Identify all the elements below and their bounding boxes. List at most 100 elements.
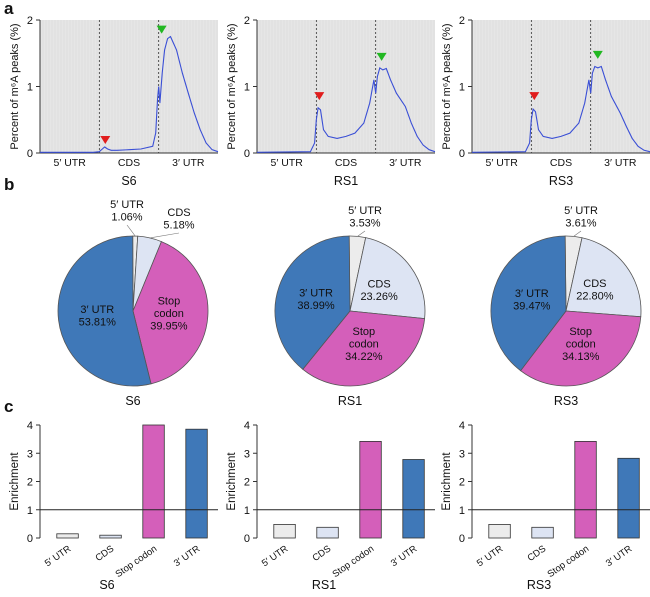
chart-title: RS3 xyxy=(527,578,551,592)
pie-slice xyxy=(132,241,209,385)
chart-title: S6 xyxy=(99,578,114,592)
profile-line xyxy=(40,35,219,153)
pie-slice-label: 39.95% xyxy=(150,321,188,333)
pie-leader-line xyxy=(357,230,366,237)
y-tick-label: 3 xyxy=(27,448,33,460)
region-label: 5′ UTR xyxy=(271,157,304,169)
pie-slice-label: 1.06% xyxy=(111,212,142,224)
bar xyxy=(617,457,640,539)
pie-slice-label: 5′ UTR xyxy=(110,199,144,211)
y-tick-label: 2 xyxy=(459,15,465,27)
x-tick-label: 3′ UTR xyxy=(389,543,419,569)
pie-slice-label: CDS xyxy=(367,278,390,290)
pie-slice-label: CDS xyxy=(167,207,190,219)
y-tick-label: 3 xyxy=(244,448,250,460)
y-axis-label: Percent of m⁶A peaks (%) xyxy=(441,23,453,149)
pie-slice-label: 53.81% xyxy=(79,316,117,328)
pie-slice-label: Stop xyxy=(569,326,592,338)
pie-leader-line xyxy=(573,230,582,237)
x-tick-label: CDS xyxy=(310,543,333,564)
y-tick-label: 3 xyxy=(459,448,465,460)
pie-slice xyxy=(274,235,351,370)
x-tick-label: 5′ UTR xyxy=(475,543,505,569)
profile-line xyxy=(471,65,650,153)
pie-slice xyxy=(520,310,642,387)
y-tick-label: 4 xyxy=(244,420,250,432)
pie-slice-label: 3.53% xyxy=(349,218,380,230)
x-tick-label: Stop codon xyxy=(546,543,592,580)
peak-marker-triangle xyxy=(314,92,325,101)
pie-slice-label: 22.80% xyxy=(576,291,614,303)
panel-label-a: a xyxy=(4,0,14,18)
pie-leader-line xyxy=(149,232,180,239)
y-tick-label: 1 xyxy=(244,505,250,517)
chart-title: RS3 xyxy=(549,174,573,188)
y-tick-label: 2 xyxy=(27,15,33,27)
bar xyxy=(488,524,511,539)
region-label: CDS xyxy=(118,157,140,169)
y-tick-label: 1 xyxy=(27,82,33,94)
y-tick-label: 0 xyxy=(27,533,33,545)
pie-slice-label: 34.13% xyxy=(562,351,600,363)
bar xyxy=(316,526,339,539)
y-tick-label: 2 xyxy=(244,15,250,27)
y-tick-label: 2 xyxy=(244,477,250,489)
pie-slice-label: 3′ UTR xyxy=(80,304,114,316)
panel-label-c: c xyxy=(4,397,14,416)
x-tick-label: 5′ UTR xyxy=(43,543,73,569)
pie-slice-label: 5′ UTR xyxy=(348,205,382,217)
profile-line xyxy=(256,67,436,153)
x-tick-label: Stop codon xyxy=(114,543,160,580)
chart-title: RS1 xyxy=(334,174,358,188)
y-axis-label: Percent of m⁶A peaks (%) xyxy=(226,23,238,149)
y-tick-label: 0 xyxy=(459,148,465,160)
pie-slice-label: codon xyxy=(349,339,379,351)
region-label: 3′ UTR xyxy=(172,157,205,169)
bar xyxy=(273,524,296,539)
x-tick-label: Stop codon xyxy=(331,543,377,580)
y-tick-label: 0 xyxy=(244,533,250,545)
bar xyxy=(56,533,79,539)
x-tick-label: CDS xyxy=(93,543,116,564)
y-axis-label: Percent of m⁶A peaks (%) xyxy=(9,23,21,149)
pie-slice xyxy=(57,235,152,387)
x-tick-label: 3′ UTR xyxy=(604,543,634,569)
region-label: CDS xyxy=(550,157,572,169)
y-tick-label: 4 xyxy=(27,420,33,432)
peak-marker-triangle xyxy=(100,136,111,145)
pie-slice-label: 5.18% xyxy=(163,220,194,232)
y-tick-label: 1 xyxy=(459,505,465,517)
peak-marker-triangle xyxy=(529,92,540,101)
y-tick-label: 4 xyxy=(459,420,465,432)
peak-marker-triangle xyxy=(592,50,603,59)
pie-slice xyxy=(349,237,426,320)
panel-label-b: b xyxy=(4,175,15,194)
pie-slice-label: 3.61% xyxy=(565,218,596,230)
bar xyxy=(574,440,597,539)
pie-slice-label: 3′ UTR xyxy=(299,288,333,300)
bar xyxy=(359,440,382,539)
y-tick-label: 2 xyxy=(27,477,33,489)
pie-slice xyxy=(490,235,567,372)
peak-marker-triangle xyxy=(376,52,387,61)
x-tick-label: 5′ UTR xyxy=(260,543,290,569)
pie-slice-label: CDS xyxy=(583,278,606,290)
chart-title: RS1 xyxy=(312,578,336,592)
pie-slice-label: 34.22% xyxy=(345,351,383,363)
pie-slice-label: codon xyxy=(566,338,596,350)
pie-slice-label: codon xyxy=(154,308,184,320)
region-label: 3′ UTR xyxy=(604,157,637,169)
pie-slice-label: 38.99% xyxy=(297,300,335,312)
region-label: 5′ UTR xyxy=(486,157,519,169)
y-axis-label: Enrichment xyxy=(441,452,453,511)
y-axis-label: Enrichment xyxy=(9,452,21,511)
plot-background xyxy=(257,20,435,153)
pie-slice xyxy=(302,310,426,387)
pie-slice-label: Stop xyxy=(158,296,181,308)
plot-background xyxy=(472,20,650,153)
region-label: 3′ UTR xyxy=(389,157,422,169)
pie-slice-label: 23.26% xyxy=(360,291,398,303)
chart-title: S6 xyxy=(125,394,140,408)
